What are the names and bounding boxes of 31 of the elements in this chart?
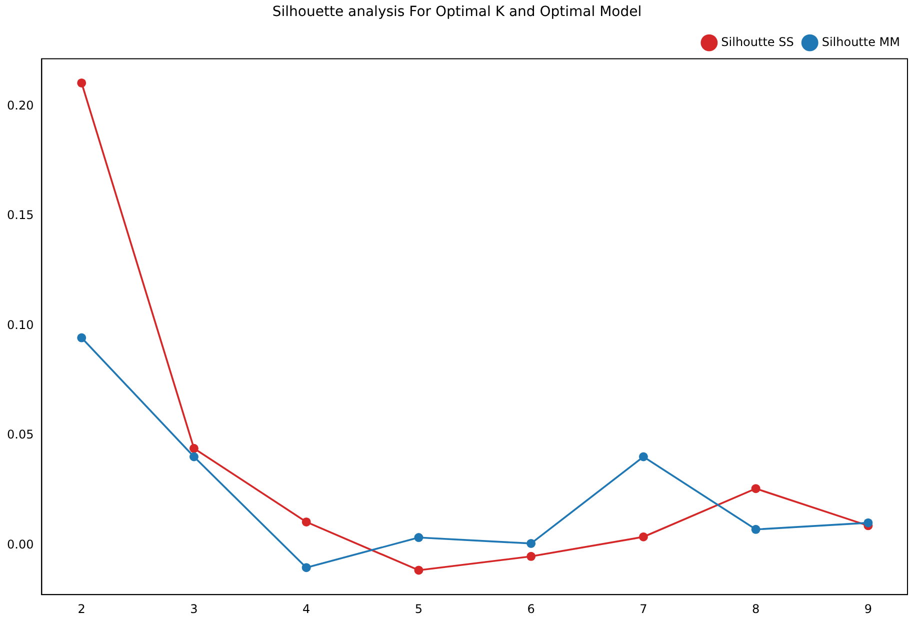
y-tick-label: 0.15 bbox=[7, 208, 34, 222]
x-tick-label: 8 bbox=[752, 602, 760, 616]
point bbox=[302, 563, 311, 572]
point bbox=[189, 452, 198, 462]
point bbox=[302, 517, 311, 526]
legend-label: Silhoutte SS bbox=[721, 34, 794, 49]
x-tick-label: 6 bbox=[527, 602, 535, 616]
point bbox=[77, 78, 86, 88]
point bbox=[638, 452, 648, 462]
x-tick-label: 5 bbox=[414, 602, 423, 616]
point bbox=[189, 444, 198, 453]
point bbox=[526, 538, 536, 548]
x-tick-label: 2 bbox=[78, 602, 86, 616]
y-tick-label: 0.05 bbox=[7, 428, 34, 442]
x-tick-label: 4 bbox=[302, 602, 310, 616]
point bbox=[751, 484, 760, 494]
x-tick-label: 3 bbox=[190, 602, 198, 616]
y-tick-label: 0.10 bbox=[7, 318, 34, 332]
point bbox=[864, 518, 873, 528]
point bbox=[526, 552, 536, 561]
y-tick-label: 0.20 bbox=[7, 98, 34, 112]
chart-title: Silhouette analysis For Optimal K and Optimal Model bbox=[272, 4, 642, 20]
legend-label: Silhoutte MM bbox=[822, 34, 900, 49]
point bbox=[414, 533, 424, 542]
point bbox=[414, 566, 424, 575]
point bbox=[638, 532, 648, 542]
x-tick-label: 9 bbox=[864, 602, 872, 616]
point bbox=[751, 524, 760, 534]
y-tick-label: 0.00 bbox=[7, 537, 34, 552]
point bbox=[77, 333, 86, 342]
x-tick-label: 7 bbox=[640, 602, 648, 616]
